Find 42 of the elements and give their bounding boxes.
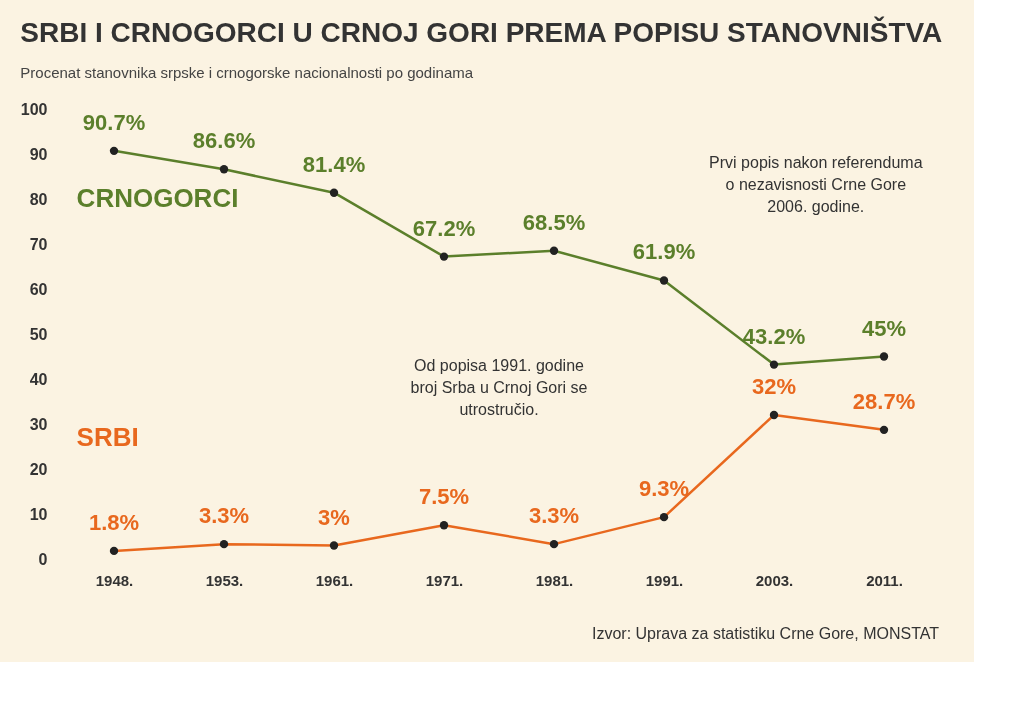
data-label: 7.5%	[418, 484, 470, 510]
annotation: Prvi popis nakon referenduma o nezavisnosti Crne Gore 2006. godine.	[709, 154, 923, 215]
text: SRBI	[76, 421, 139, 452]
y-tick-label: 20	[29, 460, 48, 478]
x-tick-label: 1971.	[425, 571, 464, 589]
x-tick-label: 1948.	[95, 571, 134, 589]
x-tick-label: 1953.	[205, 571, 244, 589]
data-label: 81.4%	[302, 151, 366, 177]
data-label: 86.6%	[192, 128, 256, 154]
data-label: 9.3%	[638, 476, 690, 502]
series-label: CRNOGORCI	[76, 183, 239, 213]
y-tick-label: 50	[29, 325, 48, 343]
data-label: 90.7%	[82, 109, 146, 135]
chart-subtitle: Procenat stanovnika srpske i crnogorske nacionalnosti po godinama	[20, 64, 474, 81]
y-tick-label: 90	[29, 145, 48, 163]
x-tick-label: 1981.	[535, 571, 574, 589]
data-label: 68.5%	[522, 209, 586, 235]
data-label: 32%	[751, 374, 797, 399]
y-tick-label: 0	[38, 550, 48, 568]
x-tick-label: 2003.	[755, 571, 794, 589]
y-tick-label: 40	[29, 370, 48, 388]
y-tick-label: 10	[29, 505, 48, 523]
data-label: 3.3%	[528, 503, 580, 529]
x-tick-label: 2011.	[866, 571, 903, 589]
y-tick-label: 30	[29, 415, 48, 433]
data-label: 1.8%	[88, 509, 140, 535]
annotation: Od popisa 1991. godine broj Srba u Crnoj Gori se utrostručio.	[410, 356, 588, 418]
y-tick-label: 60	[29, 280, 48, 298]
chart-title: SRBI I CRNOGORCI U CRNOJ GORI PREMA POPISU STANOVNIŠTVA	[20, 16, 943, 48]
x-tick-label: 1991.	[645, 571, 684, 589]
data-label: 3.3%	[198, 503, 250, 529]
data-label: 43.2%	[742, 323, 806, 349]
x-tick-label: 1961.	[315, 571, 354, 589]
y-tick-label: 80	[29, 190, 48, 208]
y-tick-label: 100	[20, 100, 48, 118]
data-label: 45%	[861, 315, 907, 341]
data-label: 61.9%	[632, 239, 696, 265]
data-label: 3%	[318, 504, 350, 530]
data-label: 67.2%	[412, 215, 476, 241]
text: Izvor: Uprava za statistiku Crne Gore, MONSTAT	[591, 625, 940, 642]
data-label: 28.7%	[852, 388, 916, 414]
y-tick-label: 70	[29, 235, 48, 253]
